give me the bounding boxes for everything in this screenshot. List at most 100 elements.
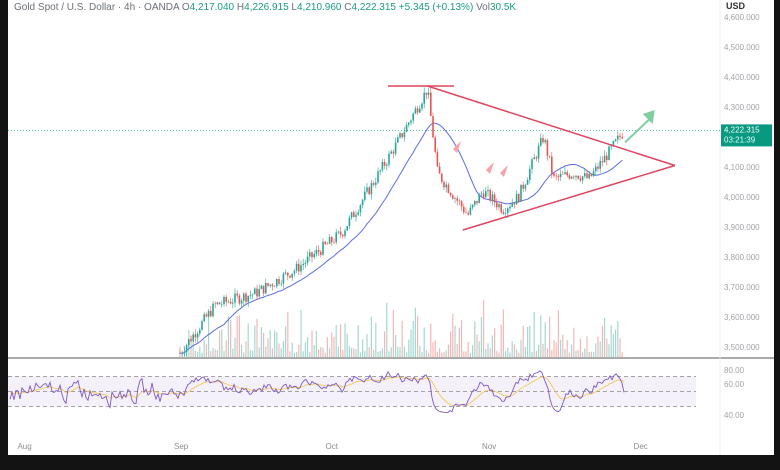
currency-label[interactable]: USD [726, 1, 746, 11]
candle-body [537, 145, 540, 159]
candle-body [254, 288, 256, 295]
candle-body [601, 161, 604, 163]
volume-value: 30.5K [489, 2, 517, 13]
candle-body [247, 295, 249, 302]
candle-body [245, 293, 247, 302]
candle-body [251, 294, 254, 296]
volume-bar [313, 345, 315, 357]
volume-bar [379, 350, 381, 357]
candle-body [553, 173, 555, 176]
candle-body [551, 156, 553, 174]
candle-body [234, 293, 236, 303]
rsi-tick-label: 40.00 [724, 411, 745, 420]
triangle-lower-line [462, 164, 676, 231]
rsi-tick-label: 80.00 [724, 366, 745, 375]
volume-bar [221, 329, 223, 357]
rsi-tick-label: 60.00 [724, 380, 745, 389]
volume-bar [619, 338, 621, 357]
date-tick-label: Nov [482, 442, 496, 451]
volume-bar [293, 352, 295, 357]
volume-bar [588, 351, 590, 357]
candle-body [465, 212, 467, 213]
candle-body [201, 321, 203, 330]
volume-bar [469, 352, 471, 357]
candle-body [456, 198, 458, 201]
volume-bar [465, 351, 467, 357]
volume-bar [377, 351, 379, 357]
volume-bar [342, 349, 344, 357]
volume-bar [252, 350, 254, 357]
volume-bar [249, 350, 251, 357]
volume-bar [612, 334, 614, 357]
close-value: 4,222.315 [351, 2, 397, 13]
candle-body [579, 178, 582, 181]
candle-body [223, 296, 225, 305]
date-tick-label: Oct [326, 442, 339, 451]
candle-body [471, 204, 474, 208]
candle-body [423, 92, 425, 104]
volume-bar [199, 346, 201, 357]
candle-body [544, 140, 546, 143]
candle-body [333, 242, 335, 243]
volume-bar [395, 334, 397, 357]
candle-body [289, 275, 291, 278]
candle-body [256, 288, 258, 297]
volume-bar [617, 320, 619, 357]
price-tick-label: 4,500.000 [724, 43, 760, 52]
volume-bar [388, 351, 390, 357]
volume-bar [331, 332, 333, 357]
candle-body [557, 175, 560, 177]
candle-body [403, 131, 406, 138]
candle-body [379, 170, 381, 172]
price-chart[interactable]: 4,600.000 4,500.000 4,400.000 4,300.000 4,10… [8, 0, 774, 455]
volume-bar [491, 335, 493, 357]
candle-body [478, 194, 480, 204]
candle-body [421, 103, 423, 109]
volume-bar [208, 318, 210, 357]
candle-body [335, 232, 337, 243]
candle-body [357, 212, 359, 215]
volume-bar [245, 341, 247, 357]
price-tick-label: 4,600.000 [724, 13, 760, 22]
candle-body [485, 191, 487, 198]
candle-body [262, 285, 265, 294]
candle-body [229, 301, 232, 304]
volume-bar [555, 342, 557, 357]
candle-body [249, 295, 252, 296]
candle-body [331, 236, 333, 243]
volume-bar [192, 336, 194, 357]
volume-bar [260, 327, 262, 357]
candle-body [568, 175, 571, 179]
candle-body [460, 201, 463, 207]
candle-body [359, 205, 362, 213]
volume-bar [450, 331, 452, 357]
volume-bar [287, 311, 289, 357]
volume-bar [291, 342, 293, 357]
candle-body [469, 207, 472, 215]
candle-body [562, 173, 564, 175]
date-tick-label: Dec [634, 442, 648, 451]
volume-bar [476, 334, 478, 357]
volume-bar [608, 344, 610, 357]
candle-body [364, 191, 366, 200]
volume-bar [584, 348, 586, 357]
volume-bar [467, 341, 469, 357]
volume-bar [386, 302, 388, 357]
volume-bar [298, 344, 300, 357]
candle-body [524, 184, 527, 189]
candle-body [603, 155, 606, 163]
volume-bar [205, 344, 207, 357]
volume-bar [577, 350, 579, 357]
volume-bar [430, 323, 432, 357]
candle-body [581, 176, 584, 181]
volume-bar [425, 350, 427, 357]
volume-bar [454, 325, 456, 357]
volume-bar [571, 344, 573, 357]
volume-bar [368, 347, 370, 357]
volume-bar [247, 323, 249, 357]
candle-body [302, 263, 304, 266]
candle-body [300, 265, 302, 272]
candle-body [221, 304, 223, 305]
volume-bar [542, 344, 544, 357]
volume-bar [604, 317, 606, 357]
